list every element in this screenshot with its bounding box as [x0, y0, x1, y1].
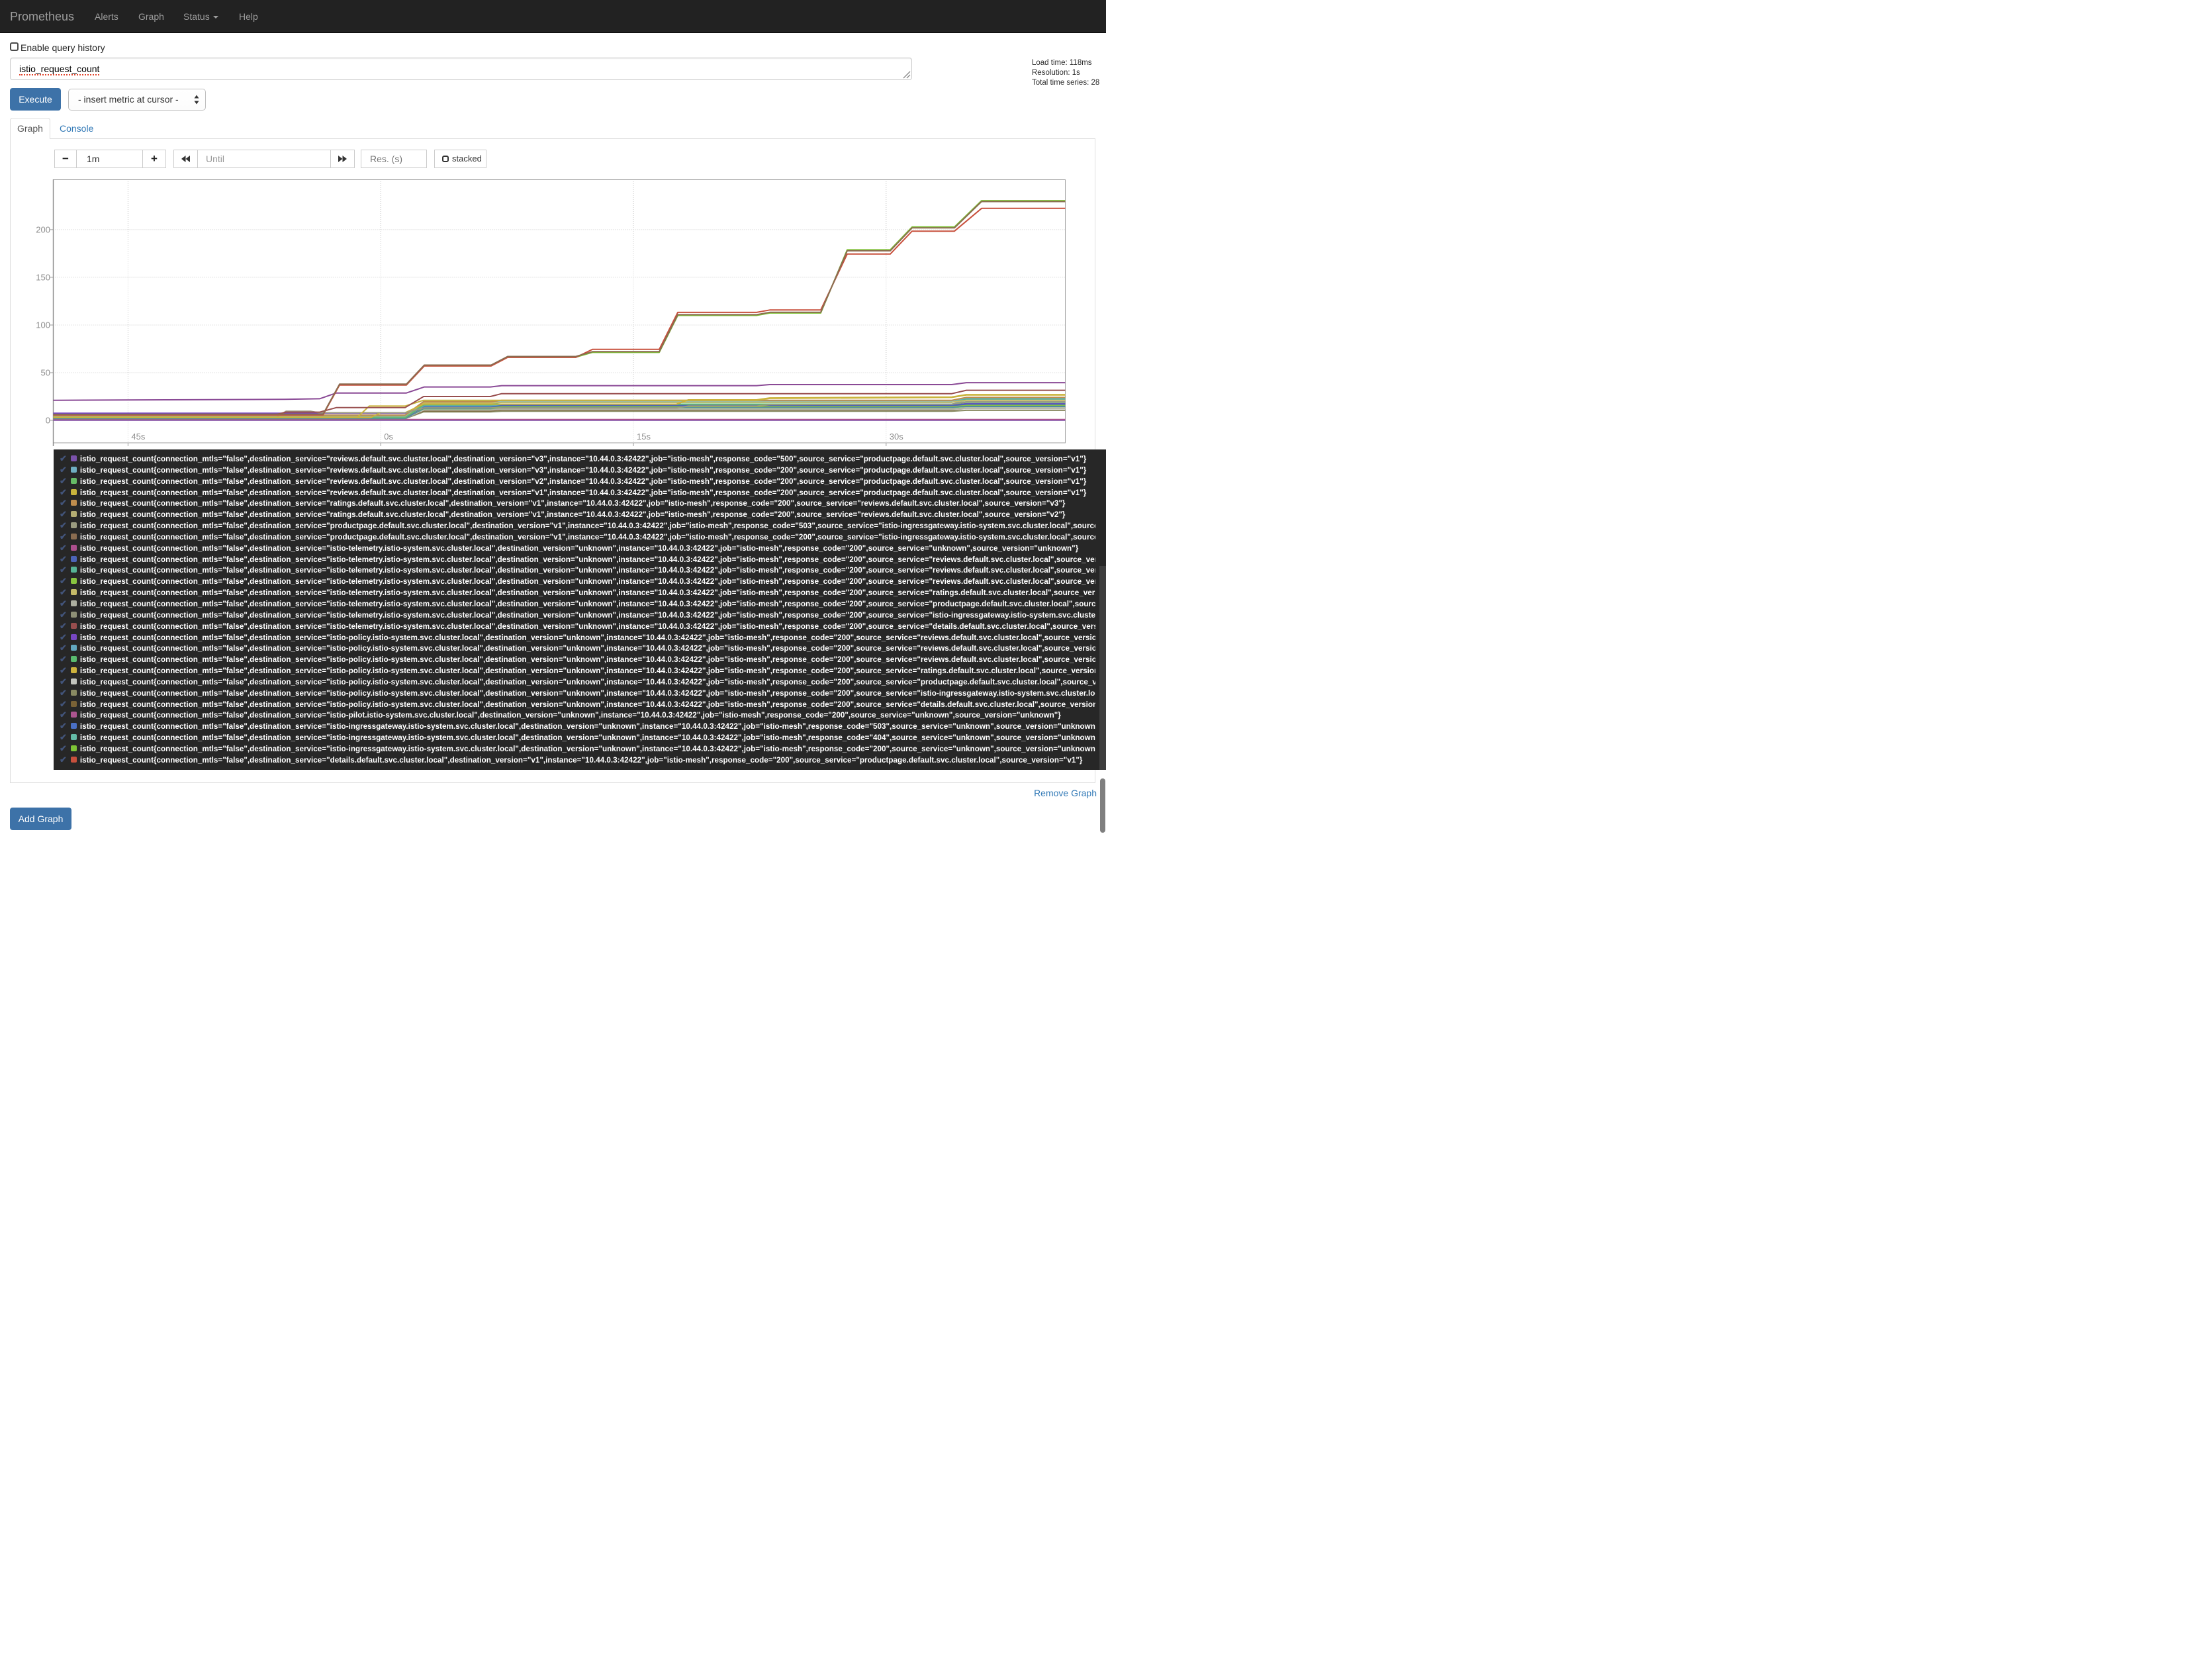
- svg-text:100: 100: [36, 320, 50, 330]
- svg-text:50: 50: [41, 368, 50, 378]
- svg-text:45s: 45s: [131, 432, 145, 442]
- svg-text:30s: 30s: [890, 432, 903, 442]
- svg-text:0: 0: [46, 416, 50, 426]
- svg-text:15s: 15s: [637, 432, 651, 442]
- svg-text:200: 200: [36, 224, 50, 234]
- svg-text:0s: 0s: [384, 432, 393, 442]
- svg-text:150: 150: [36, 272, 50, 282]
